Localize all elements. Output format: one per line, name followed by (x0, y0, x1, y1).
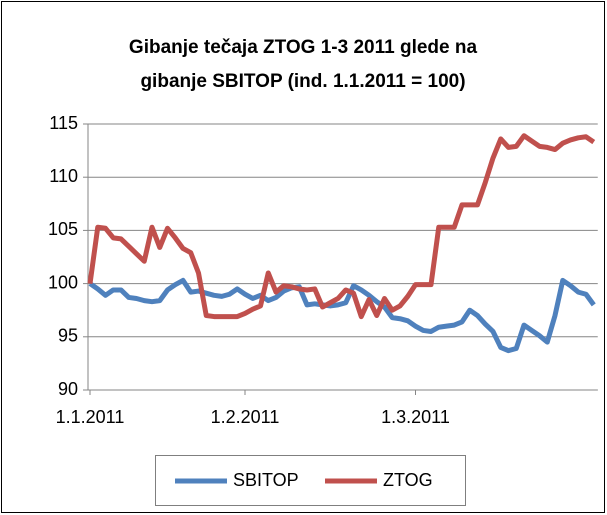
y-tick-label: 100 (48, 272, 78, 292)
y-tick-label: 95 (58, 326, 78, 346)
chart-title: gibanje SBITOP (ind. 1.1.2011 = 100) (140, 71, 465, 92)
x-tick-label: 1.2.2011 (211, 407, 280, 427)
series-line (88, 277, 596, 354)
series-line (87, 133, 596, 320)
x-tick-label: 1.3.2011 (381, 407, 450, 427)
x-tick-label: 1.1.2011 (56, 407, 125, 427)
chart-title: Gibanje tečaja ZTOG 1-3 2011 glede na (129, 37, 478, 58)
legend-label: ZTOG (383, 470, 433, 490)
legend-label: SBITOP (233, 470, 299, 490)
y-tick-label: 115 (49, 113, 78, 133)
y-tick-label: 105 (48, 219, 78, 239)
y-tick-label: 110 (49, 166, 78, 186)
y-tick-label: 90 (58, 379, 78, 399)
